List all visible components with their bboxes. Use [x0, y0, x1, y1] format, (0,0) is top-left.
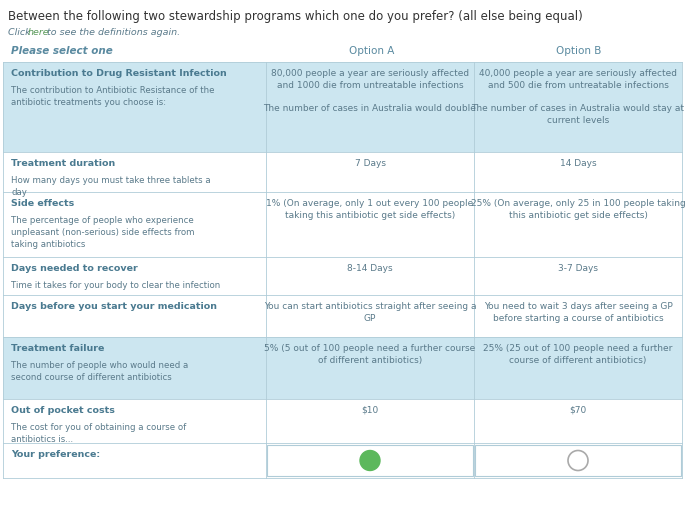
Text: 40,000 people a year are seriously affected
and 500 die from untreatable infecti: 40,000 people a year are seriously affec…: [471, 69, 684, 125]
Text: You can start antibiotics straight after seeing a
GP: You can start antibiotics straight after…: [264, 302, 476, 323]
Circle shape: [360, 451, 380, 470]
Text: Option A: Option A: [349, 46, 394, 56]
Bar: [3, 443, 682, 478]
Text: Between the following two stewardship programs which one do you prefer? (all els: Between the following two stewardship pr…: [8, 10, 583, 23]
Text: 25% (On average, only 25 in 100 people taking
this antibiotic get side effects): 25% (On average, only 25 in 100 people t…: [471, 199, 685, 220]
Bar: [3, 152, 682, 192]
Text: Please select one: Please select one: [11, 46, 113, 56]
Text: 1% (On average, only 1 out every 100 people
taking this antibiotic get side effe: 1% (On average, only 1 out every 100 peo…: [266, 199, 473, 220]
Bar: [475, 445, 681, 476]
Text: The cost for you of obtaining a course of
antibiotics is...: The cost for you of obtaining a course o…: [11, 423, 186, 444]
Text: Time it takes for your body to clear the infection: Time it takes for your body to clear the…: [11, 281, 221, 290]
Text: 8-14 Days: 8-14 Days: [347, 264, 393, 273]
Text: 14 Days: 14 Days: [560, 159, 597, 168]
Text: Contribution to Drug Resistant Infection: Contribution to Drug Resistant Infection: [11, 69, 227, 78]
Text: $70: $70: [569, 406, 586, 415]
Text: Days needed to recover: Days needed to recover: [11, 264, 138, 273]
Bar: [3, 62, 682, 152]
Text: How many days you must take three tablets a
day: How many days you must take three tablet…: [11, 176, 210, 197]
Bar: [3, 257, 682, 295]
Text: Side effects: Side effects: [11, 199, 74, 208]
Text: 7 Days: 7 Days: [355, 159, 386, 168]
Text: $10: $10: [362, 406, 379, 415]
Text: to see the definitions again.: to see the definitions again.: [44, 28, 180, 37]
Text: Treatment duration: Treatment duration: [11, 159, 115, 168]
Text: Click: Click: [8, 28, 34, 37]
Text: here: here: [28, 28, 49, 37]
Text: Treatment failure: Treatment failure: [11, 344, 104, 353]
Text: Days before you start your medication: Days before you start your medication: [11, 302, 217, 311]
Text: The percentage of people who experience
unpleasant (non-serious) side effects fr: The percentage of people who experience …: [11, 216, 195, 249]
Bar: [3, 399, 682, 443]
Text: 25% (25 out of 100 people need a further
course of different antibiotics): 25% (25 out of 100 people need a further…: [484, 344, 673, 365]
Bar: [3, 192, 682, 257]
Text: The number of people who would need a
second course of different antibiotics: The number of people who would need a se…: [11, 361, 188, 382]
Text: Option B: Option B: [556, 46, 601, 56]
Text: Your preference:: Your preference:: [11, 450, 100, 459]
Bar: [267, 445, 473, 476]
Circle shape: [568, 451, 588, 470]
Text: You need to wait 3 days after seeing a GP
before starting a course of antibiotic: You need to wait 3 days after seeing a G…: [484, 302, 673, 323]
Text: 80,000 people a year are seriously affected
and 1000 die from untreatable infect: 80,000 people a year are seriously affec…: [264, 69, 477, 113]
Bar: [3, 337, 682, 399]
Text: 3-7 Days: 3-7 Days: [558, 264, 598, 273]
Text: The contribution to Antibiotic Resistance of the
antibiotic treatments you choos: The contribution to Antibiotic Resistanc…: [11, 86, 214, 107]
Text: Out of pocket costs: Out of pocket costs: [11, 406, 115, 415]
Text: 5% (5 out of 100 people need a further course
of different antibiotics): 5% (5 out of 100 people need a further c…: [264, 344, 475, 365]
Bar: [3, 295, 682, 337]
